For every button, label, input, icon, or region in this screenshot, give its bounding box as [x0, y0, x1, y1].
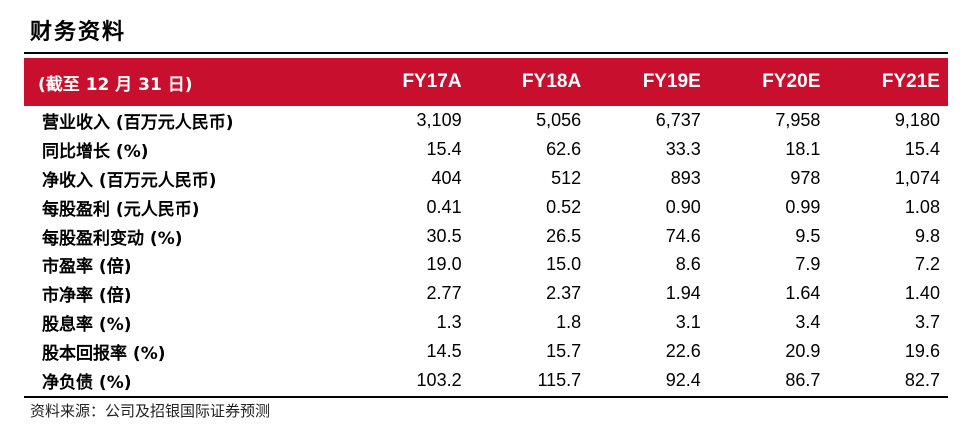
- table-cell: 33.3: [665, 138, 701, 159]
- table-cell: 1,074: [894, 167, 940, 188]
- row-label: 股本回报率 (%): [42, 344, 166, 365]
- table-cell: 14.5: [426, 341, 462, 362]
- table-cell: 9,180: [894, 109, 940, 130]
- row-label: 营业收入 (百万元人民币): [42, 112, 234, 133]
- table-cell: 115.7: [537, 369, 582, 390]
- table-cell: 20.9: [785, 341, 821, 362]
- title-divider: [24, 52, 948, 54]
- row-label: 市净率 (倍): [42, 286, 132, 307]
- table-cell: 2.37: [546, 283, 582, 304]
- table-row-eps: 每股盈利 (元人民币) 0.41 0.52 0.90 0.99 1.08: [24, 193, 948, 222]
- table-cell: 5,056: [536, 109, 582, 130]
- table-row-eps-change: 每股盈利变动 (%) 30.5 26.5 74.6 9.5 9.8: [24, 222, 948, 251]
- row-label: 净负债 (%): [42, 372, 132, 393]
- header-year-fy21e: FY21E: [881, 71, 940, 92]
- table-cell: 1.40: [904, 283, 940, 304]
- table-cell: 22.6: [665, 341, 701, 362]
- table-cell: 7,958: [775, 109, 821, 130]
- table-cell: 1.3: [436, 312, 462, 333]
- table-cell: 3.7: [914, 312, 940, 333]
- table-cell: 30.5: [426, 225, 462, 246]
- row-label: 股息率 (%): [42, 315, 132, 336]
- table-cell: 1.08: [904, 196, 940, 217]
- table-cell: 0.52: [546, 196, 582, 217]
- table-cell: 0.90: [665, 196, 701, 217]
- table-cell: 6,737: [655, 109, 701, 130]
- table-cell: 9.5: [795, 225, 821, 246]
- table-cell: 3,109: [416, 109, 462, 130]
- header-year-fy19e: FY19E: [642, 71, 701, 92]
- table-cell: 18.1: [785, 138, 821, 159]
- table-cell: 7.2: [914, 254, 940, 275]
- row-label: 每股盈利变动 (%): [42, 228, 183, 249]
- table-cell: 19.6: [904, 341, 940, 362]
- row-label: 市盈率 (倍): [42, 257, 132, 278]
- table-cell: 7.9: [795, 254, 821, 275]
- table-cell: 3.4: [795, 312, 821, 333]
- table-cell: 0.99: [785, 196, 821, 217]
- source-note: 资料来源：公司及招银国际证券预测: [30, 402, 271, 420]
- table-cell: 1.8: [556, 312, 582, 333]
- row-label: 每股盈利 (元人民币): [42, 199, 200, 220]
- table-bottom-divider: [24, 396, 948, 398]
- table-cell: 19.0: [426, 254, 462, 275]
- table-cell: 15.0: [546, 254, 582, 275]
- table-cell: 3.1: [675, 312, 701, 333]
- table-row-pe: 市盈率 (倍) 19.0 15.0 8.6 7.9 7.2: [24, 250, 948, 279]
- table-cell: 15.4: [426, 138, 462, 159]
- table-cell: 893: [670, 167, 701, 188]
- table-cell: 103.2: [416, 369, 462, 390]
- table-cell: 9.8: [914, 225, 940, 246]
- table-cell: 15.4: [904, 138, 940, 159]
- table-row-net-income: 净收入 (百万元人民币) 404 512 893 978 1,074: [24, 164, 948, 193]
- row-label: 同比增长 (%): [42, 141, 149, 162]
- table-cell: 26.5: [546, 225, 582, 246]
- table-cell: 8.6: [675, 254, 701, 275]
- table-row-pb: 市净率 (倍) 2.77 2.37 1.94 1.64 1.40: [24, 279, 948, 308]
- table-row-net-gearing: 净负债 (%) 103.2 115.7 92.4 86.7 82.7: [24, 366, 948, 395]
- header-year-fy20e: FY20E: [762, 71, 821, 92]
- table-row-roe: 股本回报率 (%) 14.5 15.7 22.6 20.9 19.6: [24, 337, 948, 366]
- table-cell: 404: [431, 167, 462, 188]
- table-cell: 512: [551, 167, 582, 188]
- row-label: 净收入 (百万元人民币): [42, 170, 217, 191]
- financial-table: (截至 12 月 31 日) FY17A FY18A FY19E FY20E F…: [24, 58, 948, 395]
- table-cell: 0.41: [426, 196, 462, 217]
- header-period-label: (截至 12 月 31 日): [38, 74, 193, 95]
- table-cell: 1.94: [665, 283, 701, 304]
- table-row-yoy-growth: 同比增长 (%) 15.4 62.6 33.3 18.1 15.4: [24, 135, 948, 164]
- table-cell: 2.77: [426, 283, 462, 304]
- table-cell: 86.7: [785, 369, 821, 390]
- table-cell: 62.6: [546, 138, 582, 159]
- table-row-dividend-yield: 股息率 (%) 1.3 1.8 3.1 3.4 3.7: [24, 308, 948, 337]
- table-cell: 82.7: [904, 369, 940, 390]
- table-cell: 92.4: [665, 369, 701, 390]
- table-cell: 74.6: [665, 225, 701, 246]
- header-year-fy17a: FY17A: [402, 71, 462, 92]
- table-row-revenue: 营业收入 (百万元人民币) 3,109 5,056 6,737 7,958 9,…: [24, 106, 948, 135]
- table-cell: 978: [790, 167, 821, 188]
- table-cell: 15.7: [546, 341, 582, 362]
- page-title: 财务资料: [30, 20, 127, 45]
- header-year-fy18a: FY18A: [522, 71, 582, 92]
- table-cell: 1.64: [785, 283, 821, 304]
- table-header-row: (截至 12 月 31 日) FY17A FY18A FY19E FY20E F…: [24, 58, 948, 106]
